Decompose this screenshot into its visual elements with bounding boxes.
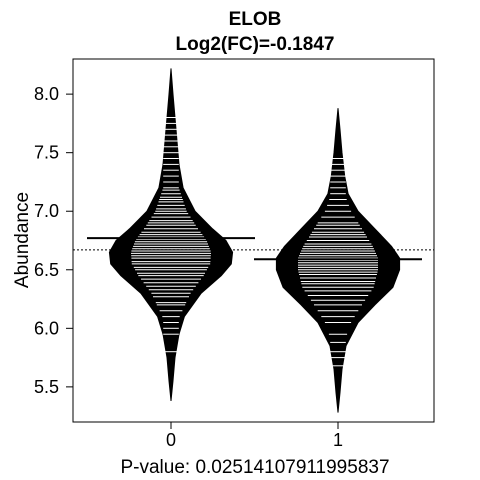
x-tick-label-1: 1 [333,430,343,450]
y-tick-label-7.5: 7.5 [34,143,59,163]
y-tick-label-7.0: 7.0 [34,201,59,221]
x-axis-label: P-value: 0.02514107911995837 [120,457,389,478]
y-axis-label: Abundance [12,192,33,288]
y-tick-label-6.5: 6.5 [34,260,59,280]
chart-title: ELOB [229,9,282,30]
y-axis: 5.5 6.0 6.5 7.0 7.5 8.0 [34,84,74,397]
y-tick-label-6.0: 6.0 [34,318,59,338]
x-tick-label-0: 0 [166,430,176,450]
y-tick-label-8.0: 8.0 [34,84,59,104]
y-tick-label-5.5: 5.5 [34,377,59,397]
beans-layer [87,68,422,413]
chart-subtitle: Log2(FC)=-0.1847 [176,34,335,55]
